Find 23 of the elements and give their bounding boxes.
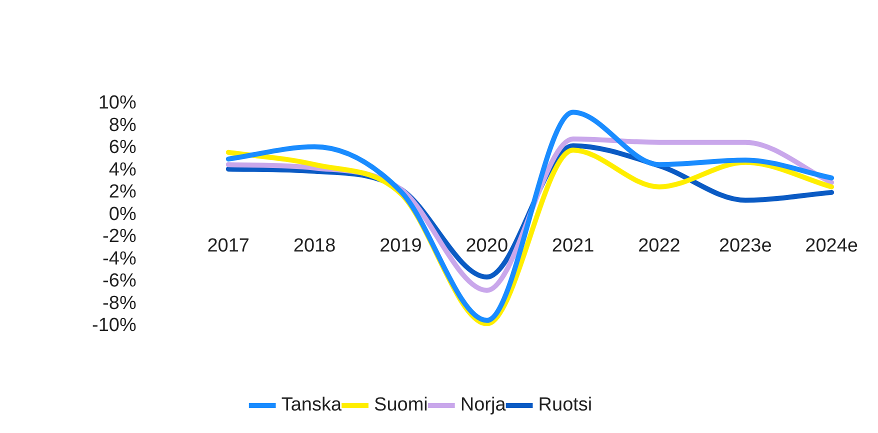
x-tick-label: 2024e bbox=[805, 235, 858, 256]
x-tick-label: 2020 bbox=[466, 235, 508, 256]
y-tick-label: 4% bbox=[108, 159, 136, 180]
y-tick-label: -4% bbox=[102, 248, 136, 270]
x-tick-label: 2023e bbox=[718, 235, 772, 256]
x-tick-label: 2019 bbox=[380, 235, 422, 256]
x-tick-label: 2022 bbox=[638, 235, 680, 256]
y-tick-label: 6% bbox=[108, 137, 136, 158]
x-tick-label: 2017 bbox=[207, 235, 250, 256]
y-tick-label: -8% bbox=[102, 292, 136, 314]
x-tick-label: 2021 bbox=[552, 235, 594, 256]
y-tick-label: 2% bbox=[108, 182, 136, 203]
y-tick-label: -2% bbox=[102, 226, 136, 248]
y-tick-label: 10% bbox=[98, 92, 136, 114]
legend-label: Suomi bbox=[374, 394, 428, 416]
legend-label: Norja bbox=[460, 394, 506, 416]
y-tick-label: -6% bbox=[102, 270, 136, 292]
y-tick-label: 0% bbox=[108, 204, 136, 225]
y-tick-label: 8% bbox=[108, 114, 136, 136]
y-tick-label: -10% bbox=[92, 315, 136, 336]
legend-label: Ruotsi bbox=[538, 394, 592, 416]
legend-label: Tanska bbox=[281, 394, 342, 416]
x-tick-label: 2018 bbox=[293, 235, 336, 256]
